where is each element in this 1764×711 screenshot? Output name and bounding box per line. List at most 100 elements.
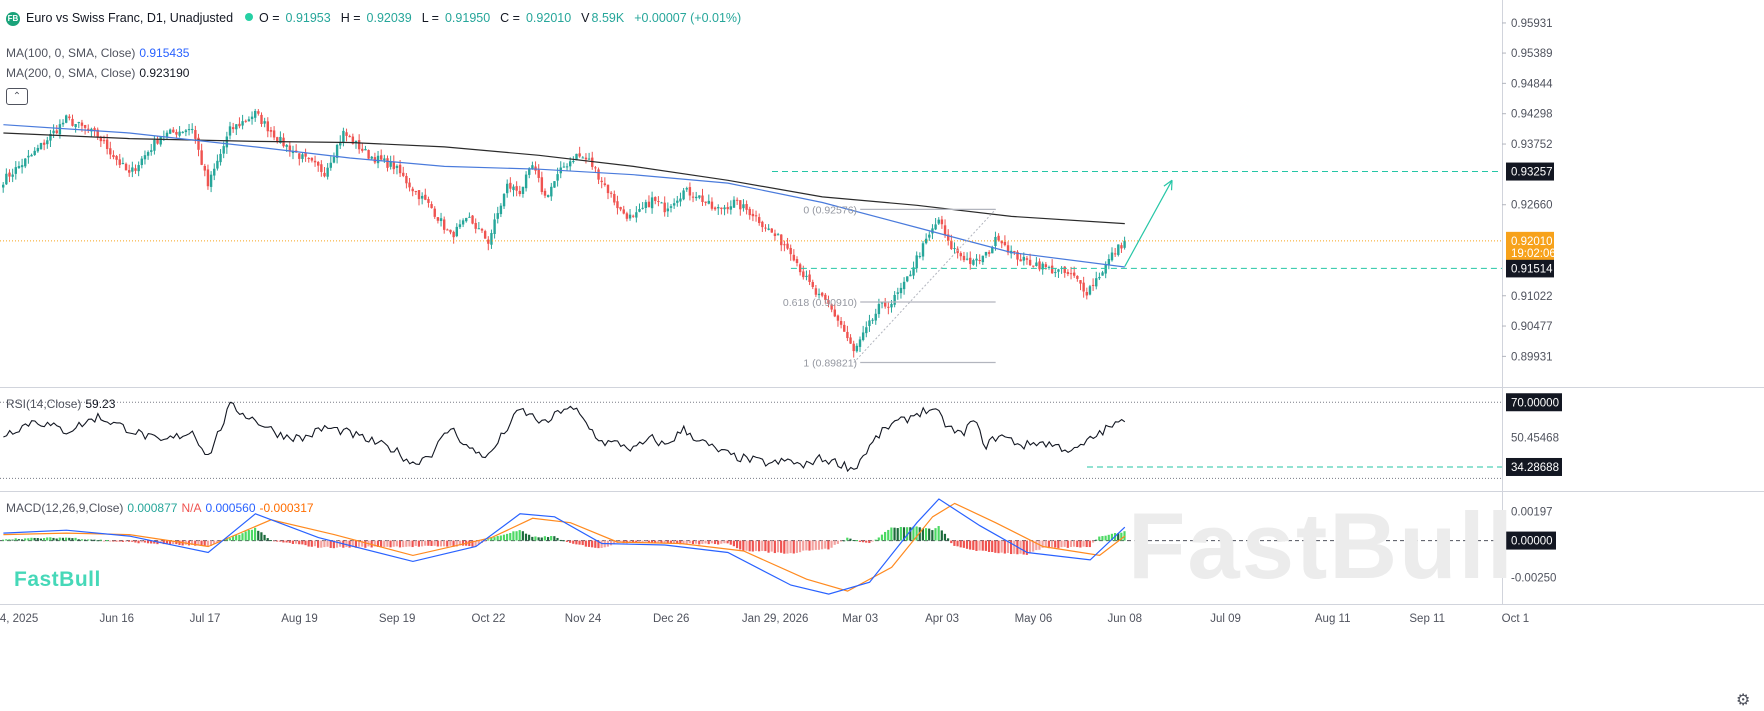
macd-histogram-bar — [200, 540, 203, 546]
candle-body — [254, 110, 257, 118]
candle-body — [1088, 286, 1092, 295]
candle-body — [1038, 261, 1041, 270]
macd-histogram-bar — [735, 540, 739, 549]
candle-body — [200, 150, 203, 165]
macd-histogram-bar — [641, 540, 644, 542]
candle-body — [1035, 262, 1038, 266]
macd-histogram-bar — [304, 540, 307, 546]
macd-histogram-bar — [619, 540, 622, 543]
macd-histogram-bar — [742, 540, 745, 551]
macd-histogram-bar — [33, 537, 36, 541]
ma100-legend[interactable]: MA(100, 0, SMA, Close) 0.915435 — [6, 46, 189, 60]
candle-body — [383, 158, 386, 161]
macd-histogram-bar — [458, 540, 461, 546]
macd-histogram-bar — [80, 539, 83, 541]
macd-histogram-bar — [723, 540, 726, 544]
candle-body — [537, 169, 540, 178]
macd-histogram-bar — [669, 540, 672, 544]
candle-body — [940, 219, 944, 225]
volume-value: 8.59K — [591, 11, 625, 25]
time-tick-label: Aug 19 — [281, 613, 317, 625]
candle-body — [773, 233, 777, 237]
macd-legend[interactable]: MACD(12,26,9,Close) 0.000877 N/A 0.000560 -0… — [6, 501, 314, 515]
macd-histogram-bar — [550, 536, 553, 541]
candle-body — [556, 174, 559, 181]
candle-body — [1006, 245, 1010, 253]
candle-body — [468, 216, 471, 218]
macd-histogram-bar — [871, 540, 874, 542]
macd-histogram-bar — [313, 540, 317, 547]
candle-body — [893, 294, 896, 305]
candle-body — [802, 271, 805, 278]
rsi-legend[interactable]: RSI(14,Close) 59.23 — [6, 397, 115, 411]
macd-histogram-bar — [455, 540, 458, 547]
macd-histogram-bar — [405, 540, 408, 547]
candle-body — [748, 208, 751, 216]
candle-body — [811, 282, 814, 287]
candle-body — [1044, 264, 1048, 267]
macd-histogram-bar — [928, 528, 931, 541]
rsi-tick-label: 50.45468 — [1511, 433, 1559, 445]
chart-header: FB Euro vs Swiss Franc, D1, Unadjusted O =… — [6, 11, 751, 26]
macd-histogram-bar — [663, 540, 666, 543]
macd-histogram-bar — [761, 540, 764, 551]
macd-histogram-bar — [808, 540, 811, 551]
macd-histogram-bar — [298, 540, 301, 545]
gear-icon[interactable]: ⚙ — [1736, 692, 1751, 709]
candle-body — [471, 215, 474, 224]
candle-body — [691, 196, 695, 198]
macd-histogram-bar — [524, 533, 528, 541]
macd-histogram-bar — [833, 540, 836, 545]
macd-histogram-bar — [846, 537, 849, 541]
candle-body — [96, 129, 99, 137]
candle-body — [1098, 276, 1101, 279]
price-tick-label: 0.89931 — [1511, 351, 1553, 363]
macd-label: MACD(12,26,9,Close) — [6, 501, 124, 515]
candle-body — [474, 222, 477, 229]
macd-histogram-bar — [121, 540, 124, 542]
candle-body — [695, 196, 698, 199]
candle-body — [780, 234, 783, 246]
macd-histogram-bar — [956, 540, 959, 547]
candle-body — [175, 131, 178, 135]
macd-histogram-bar — [783, 540, 786, 554]
candle-body — [159, 137, 162, 145]
candle-body — [279, 136, 282, 143]
macd-histogram-bar — [931, 530, 934, 541]
candle-body — [153, 139, 156, 151]
macd-histogram-bar — [858, 540, 861, 542]
macd-histogram-bar — [947, 538, 950, 541]
macd-histogram-bar — [124, 540, 128, 542]
ma200-legend[interactable]: MA(200, 0, SMA, Close) 0.923190 — [6, 66, 189, 80]
macd-histogram-bar — [238, 534, 241, 541]
candle-body — [392, 161, 395, 170]
candle-body — [909, 274, 912, 277]
fib-trend-line — [853, 209, 997, 363]
candle-body — [77, 122, 80, 124]
candle-body — [131, 167, 134, 172]
candle-body — [682, 190, 685, 200]
candle-body — [168, 129, 172, 134]
macd-histogram-bar — [128, 540, 131, 542]
macd-histogram-bar — [162, 540, 165, 545]
candle-body — [1013, 251, 1016, 253]
candle-body — [301, 154, 304, 159]
macd-histogram-bar — [1000, 540, 1003, 553]
macd-histogram-bar — [559, 539, 562, 541]
macd-histogram-bar — [2, 539, 5, 541]
candle-body — [789, 247, 792, 255]
ma200-line — [3, 132, 1125, 225]
macd-histogram-bar — [515, 531, 518, 541]
macd-histogram-bar — [789, 540, 792, 554]
macd-histogram-bar — [773, 540, 776, 554]
macd-histogram-bar — [301, 540, 304, 545]
macd-histogram-bar — [1050, 540, 1054, 548]
candle-body — [386, 158, 389, 168]
macd-zero-tag — [1506, 531, 1556, 550]
time-tick-label: Jun 08 — [1108, 613, 1143, 625]
macd-histogram-bar — [58, 537, 61, 541]
collapse-button[interactable]: ⌃ — [6, 88, 28, 105]
candle-body — [751, 213, 755, 217]
candle-body — [367, 150, 370, 159]
